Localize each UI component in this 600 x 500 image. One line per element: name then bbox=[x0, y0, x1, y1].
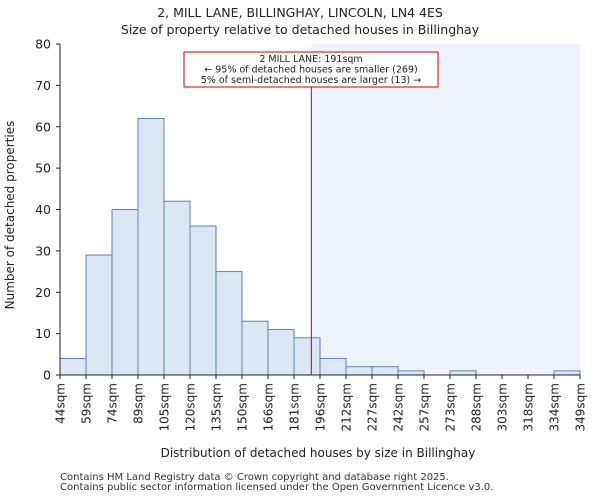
x-tick-label: 303sqm bbox=[496, 383, 510, 431]
x-tick-label: 59sqm bbox=[80, 383, 94, 424]
larger-region-highlight bbox=[311, 44, 580, 375]
y-tick-label: 10 bbox=[35, 326, 51, 341]
histogram-bar bbox=[137, 117, 165, 376]
footer-line-1: Contains HM Land Registry data © Crown c… bbox=[60, 472, 449, 483]
histogram-bar bbox=[553, 370, 581, 376]
y-tick-label: 50 bbox=[35, 161, 51, 176]
x-tick-label: 120sqm bbox=[184, 383, 198, 431]
x-tick-label: 196sqm bbox=[314, 383, 328, 431]
marker-annotation-box bbox=[183, 51, 439, 88]
histogram-bar bbox=[85, 254, 113, 376]
x-tick-label: 166sqm bbox=[262, 383, 276, 431]
y-tick-label: 0 bbox=[43, 368, 51, 383]
x-tick-label: 105sqm bbox=[158, 383, 172, 431]
x-axis-label: Distribution of detached houses by size … bbox=[161, 446, 476, 460]
x-tick-label: 212sqm bbox=[340, 383, 354, 431]
histogram-bar bbox=[293, 337, 321, 376]
x-tick-label: 273sqm bbox=[444, 383, 458, 431]
x-tick-label: 227sqm bbox=[366, 383, 380, 431]
histogram-bar bbox=[215, 271, 243, 376]
x-tick-label: 288sqm bbox=[470, 383, 484, 431]
chart-title-block: 2, MILL LANE, BILLINGHAY, LINCOLN, LN4 4… bbox=[0, 4, 600, 38]
x-tick-label: 74sqm bbox=[106, 383, 120, 424]
histogram-bar bbox=[241, 320, 269, 376]
marker-annotation-line: 5% of semi-detached houses are larger (1… bbox=[201, 75, 421, 86]
histogram-bar bbox=[189, 225, 217, 376]
histogram-bar bbox=[371, 366, 399, 376]
y-tick-label: 70 bbox=[35, 78, 51, 93]
histogram-bar bbox=[111, 209, 139, 376]
y-tick-label: 30 bbox=[35, 243, 51, 258]
x-tick-label: 242sqm bbox=[392, 383, 406, 431]
histogram-bar bbox=[163, 200, 191, 376]
footer-attribution: Contains HM Land Registry data © Crown c… bbox=[60, 473, 493, 493]
x-tick-label: 334sqm bbox=[548, 383, 562, 431]
x-tick-label: 181sqm bbox=[288, 383, 302, 431]
y-tick-label: 20 bbox=[35, 285, 51, 300]
histogram-bar bbox=[319, 357, 347, 376]
histogram-bar bbox=[59, 357, 87, 376]
x-tick-label: 89sqm bbox=[132, 383, 146, 424]
x-tick-label: 349sqm bbox=[574, 383, 588, 431]
x-tick-label: 135sqm bbox=[210, 383, 224, 431]
histogram-bar bbox=[267, 328, 295, 376]
y-tick-label: 40 bbox=[35, 202, 51, 217]
y-axis-label: Number of detached properties bbox=[3, 121, 17, 310]
chart-title: 2, MILL LANE, BILLINGHAY, LINCOLN, LN4 4… bbox=[157, 5, 443, 20]
chart-subtitle: Size of property relative to detached ho… bbox=[120, 22, 480, 37]
marker-annotation-line: ← 95% of detached houses are smaller (26… bbox=[204, 65, 417, 76]
y-tick-label: 60 bbox=[35, 119, 51, 134]
y-tick-label: 80 bbox=[35, 37, 51, 52]
x-tick-label: 257sqm bbox=[418, 383, 432, 431]
x-tick-label: 318sqm bbox=[522, 383, 536, 431]
x-tick-label: 150sqm bbox=[236, 383, 250, 431]
histogram-bar bbox=[449, 370, 477, 376]
histogram-bar bbox=[397, 370, 425, 376]
histogram-bar bbox=[345, 366, 373, 376]
footer-line-2: Contains public sector information licen… bbox=[60, 482, 494, 493]
x-tick-label: 44sqm bbox=[54, 383, 68, 424]
marker-annotation-line: 2 MILL LANE: 191sqm bbox=[259, 54, 362, 65]
